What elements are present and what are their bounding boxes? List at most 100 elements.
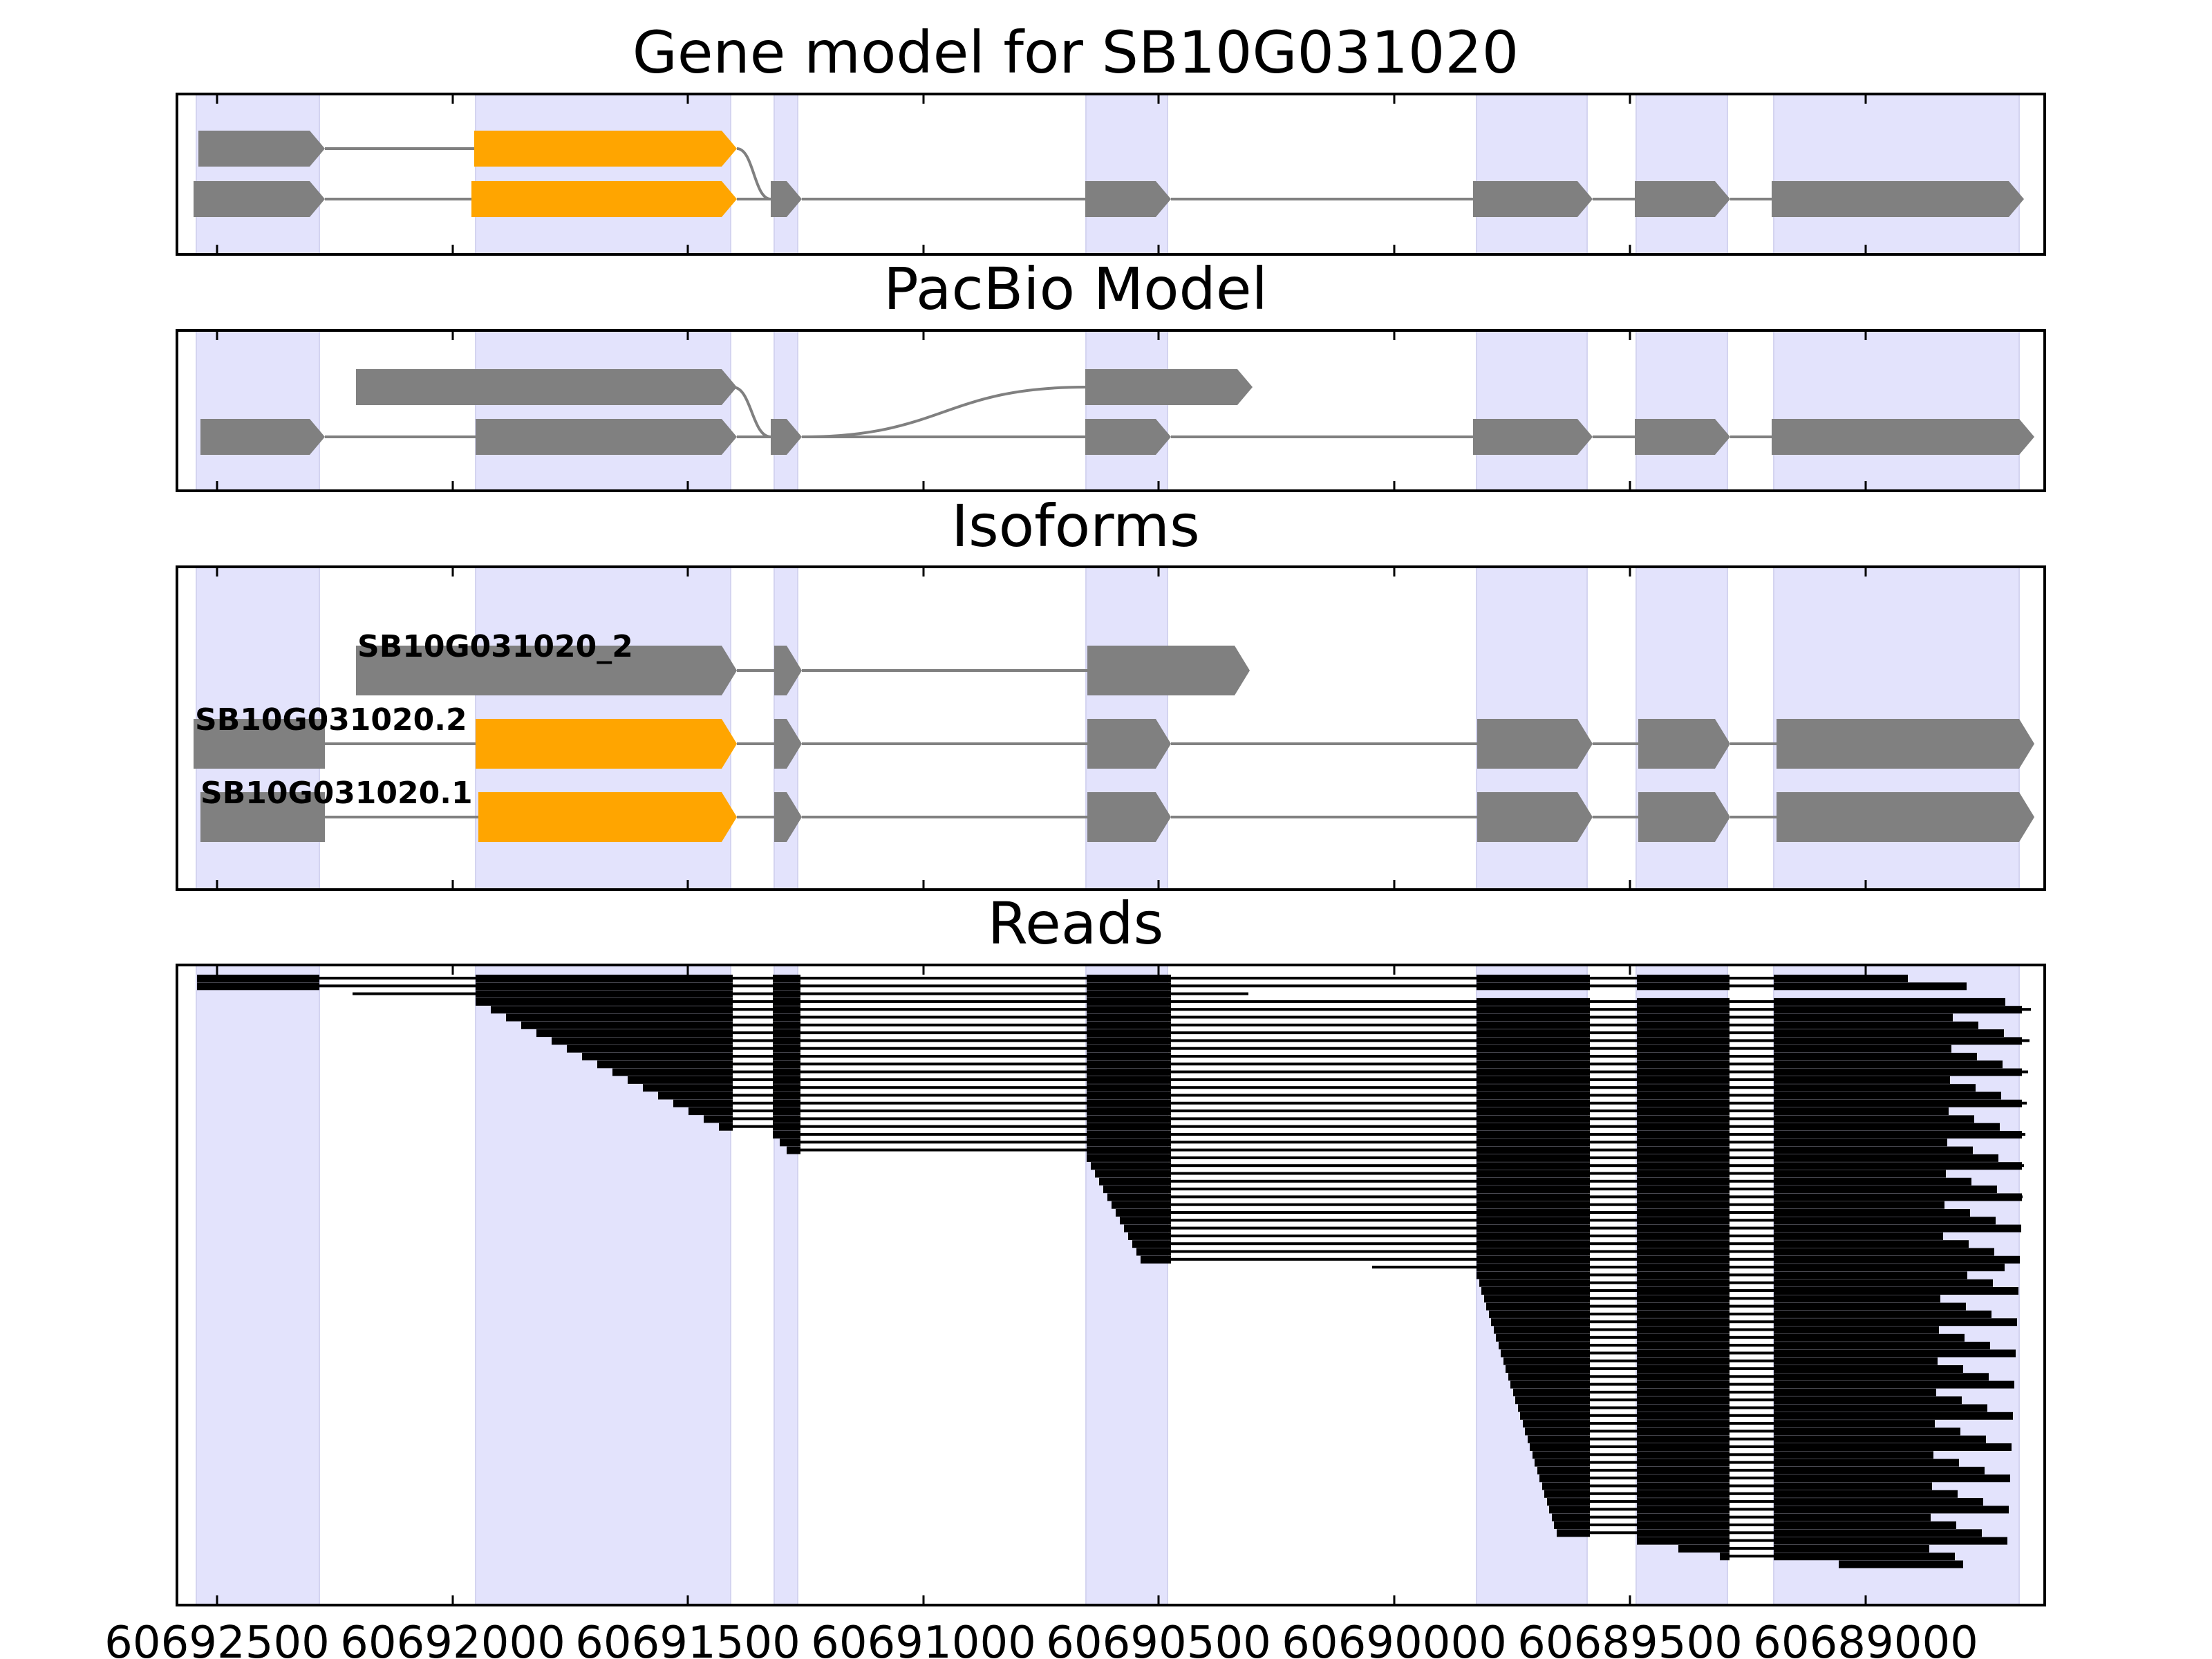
read-block <box>1087 1053 1171 1060</box>
read-block <box>1637 1170 1730 1178</box>
exon-band <box>774 330 798 491</box>
read-block <box>1774 1357 1938 1365</box>
x-axis-tick-labels: 60692500 60692000 60691500 60691000 6069… <box>104 1618 1978 1659</box>
read-block <box>1774 1521 1956 1529</box>
read-block <box>1535 1459 1590 1467</box>
read-block <box>1554 1521 1590 1529</box>
panel-frame <box>176 329 2046 492</box>
exon-band <box>1635 93 1728 255</box>
read-block <box>1774 1373 1989 1381</box>
read-line <box>1542 1484 1932 1488</box>
read-block <box>1087 1131 1171 1138</box>
read-block <box>1477 1201 1590 1209</box>
intron-connector <box>801 386 1086 438</box>
x-tick-label: 60689000 <box>1753 1618 1978 1659</box>
read-line <box>582 1055 1977 1058</box>
read-block <box>773 1131 800 1138</box>
read-block <box>1637 1333 1730 1342</box>
read-block <box>773 1107 800 1116</box>
read-block <box>1477 1170 1590 1178</box>
read-line <box>1518 1406 1987 1409</box>
panel-title-reads: Reads <box>988 890 1164 957</box>
exon-block <box>356 369 737 405</box>
read-block <box>1774 1466 1985 1474</box>
read-block <box>1477 1162 1590 1170</box>
read-block <box>1637 1435 1730 1443</box>
read-block <box>688 1107 733 1116</box>
read-block <box>1087 1029 1171 1038</box>
read-block <box>1520 1412 1590 1420</box>
read-block <box>1477 1248 1590 1256</box>
read-block <box>1774 1498 1983 1506</box>
read-line <box>1491 1320 2017 1324</box>
read-block <box>1533 1451 1590 1459</box>
read-block <box>773 1021 800 1029</box>
read-block <box>1774 1443 2012 1451</box>
exon-block <box>194 181 325 217</box>
read-block <box>1774 1037 2022 1045</box>
read-block <box>1637 1388 1730 1396</box>
read-line <box>1552 1515 1931 1519</box>
read-block <box>773 1091 800 1100</box>
read-block <box>1774 1380 2014 1389</box>
read-block <box>1557 1529 1590 1537</box>
read-block <box>1544 1490 1590 1498</box>
read-block <box>1141 1255 1171 1264</box>
read-block <box>1637 1404 1730 1412</box>
read-block <box>1087 1013 1171 1022</box>
read-block <box>1637 1302 1730 1311</box>
read-block <box>1637 1037 1730 1045</box>
read-block <box>780 1138 800 1147</box>
read-block <box>1477 1209 1590 1217</box>
exon-block <box>1085 419 1171 455</box>
exon-block <box>476 719 737 769</box>
read-block <box>1513 1388 1590 1396</box>
exon-band <box>1476 93 1588 255</box>
read-block <box>1087 1107 1171 1116</box>
read-line <box>1479 1281 1993 1284</box>
read-block <box>1774 1333 1965 1342</box>
read-block <box>1720 1553 1730 1561</box>
exon-block <box>1085 181 1171 217</box>
read-block <box>1103 1185 1171 1194</box>
read-block <box>1637 1217 1730 1225</box>
isoform-label-1: SB10G031020_2 <box>357 629 633 664</box>
read-block <box>1774 1513 1931 1521</box>
read-line <box>1530 1445 2012 1448</box>
read-block <box>1637 1201 1730 1209</box>
read-block <box>1774 1396 1962 1405</box>
read-block <box>1774 1138 1947 1147</box>
exon-block <box>471 181 737 217</box>
read-block <box>1477 1084 1590 1092</box>
read-line <box>536 1031 2004 1035</box>
read-block <box>1479 1279 1590 1287</box>
exon-block <box>1473 181 1593 217</box>
read-line <box>773 1133 2025 1136</box>
read-block <box>1637 1138 1730 1147</box>
read-block <box>1637 1076 1730 1084</box>
read-block <box>1774 975 1908 982</box>
read-block <box>1477 1060 1590 1069</box>
read-block <box>1774 1115 1974 1123</box>
read-block <box>1481 1287 1590 1295</box>
read-block <box>1087 1084 1171 1092</box>
read-block <box>1637 1084 1730 1092</box>
read-block <box>1503 1357 1590 1365</box>
read-block <box>1087 1037 1171 1045</box>
exon-block <box>194 719 325 769</box>
exon-band <box>196 93 320 255</box>
read-block <box>536 1029 733 1038</box>
read-block <box>1774 1451 1933 1459</box>
isoform-label-2: SB10G031020.2 <box>195 702 467 738</box>
read-block <box>1637 1451 1730 1459</box>
read-block <box>1120 1217 1171 1225</box>
read-line <box>1515 1398 1962 1402</box>
read-block <box>773 982 800 991</box>
x-tick-label: 60691000 <box>811 1618 1036 1659</box>
read-block <box>773 1060 800 1069</box>
read-block <box>773 975 800 982</box>
x-tick-label: 60690500 <box>1046 1618 1271 1659</box>
reads-layer <box>197 975 2031 1568</box>
x-tick-label: 60689500 <box>1517 1618 1743 1659</box>
